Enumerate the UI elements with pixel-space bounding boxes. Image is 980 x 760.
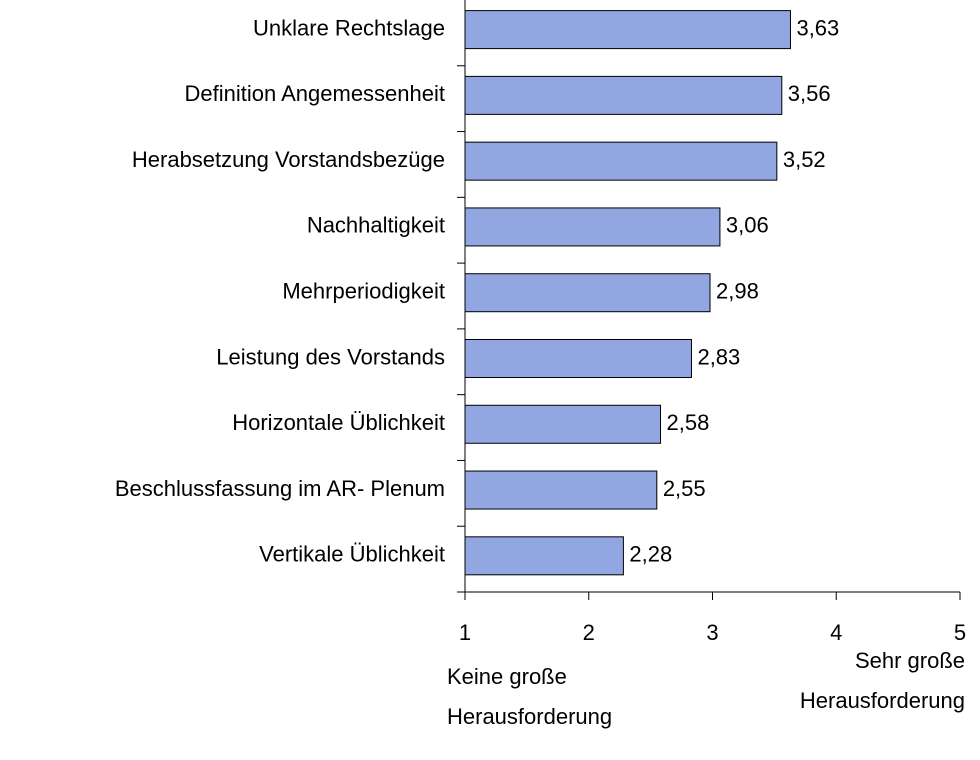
bar xyxy=(464,404,662,444)
value-label: 3,56 xyxy=(788,81,831,106)
bar xyxy=(464,536,624,576)
bar xyxy=(464,338,692,378)
bar xyxy=(464,75,783,115)
axis-note: Sehr große xyxy=(855,648,965,673)
category-label: Mehrperiodigkeit xyxy=(282,279,445,304)
category-label: Unklare Rechtslage xyxy=(253,15,445,40)
category-label: Vertikale Üblichkeit xyxy=(259,542,445,567)
bar xyxy=(464,470,658,510)
x-tick-label: 1 xyxy=(459,620,471,645)
value-label: 3,63 xyxy=(796,15,839,40)
category-label: Definition Angemessenheit xyxy=(185,81,446,106)
axis-note: Herausforderung xyxy=(447,704,612,729)
category-label: Nachhaltigkeit xyxy=(307,213,445,238)
axis-note: Keine große xyxy=(447,664,567,689)
value-label: 3,52 xyxy=(783,147,826,172)
category-label: Leistung des Vorstands xyxy=(216,344,445,369)
value-label: 2,83 xyxy=(697,344,740,369)
value-label: 2,58 xyxy=(667,410,710,435)
x-tick-label: 2 xyxy=(583,620,595,645)
bar xyxy=(464,10,791,50)
category-label: Beschlussfassung im AR- Plenum xyxy=(115,476,445,501)
value-label: 2,98 xyxy=(716,279,759,304)
value-label: 2,55 xyxy=(663,476,706,501)
x-tick-label: 3 xyxy=(706,620,718,645)
category-label: Herabsetzung Vorstandsbezüge xyxy=(132,147,445,172)
value-label: 3,06 xyxy=(726,213,769,238)
bar xyxy=(464,207,721,247)
bar xyxy=(464,141,778,181)
x-tick-label: 4 xyxy=(830,620,842,645)
x-tick-label: 5 xyxy=(954,620,966,645)
bar xyxy=(464,273,711,313)
category-label: Horizontale Üblichkeit xyxy=(232,410,445,435)
axis-note: Herausforderung xyxy=(800,688,965,713)
value-label: 2,28 xyxy=(629,542,672,567)
